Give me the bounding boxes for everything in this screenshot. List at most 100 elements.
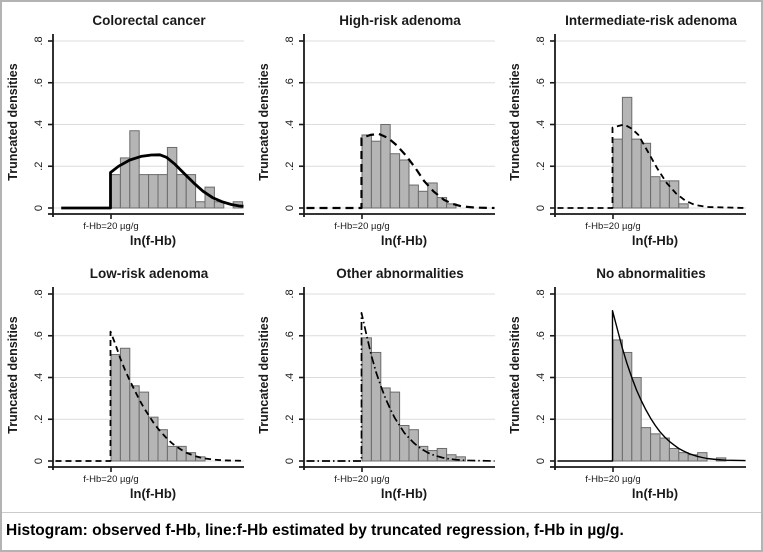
x-tick-label: f-Hb=20 µg/g — [334, 474, 389, 485]
histogram-bar — [399, 425, 410, 462]
histogram-bar — [370, 140, 382, 209]
y-tick-label: .6 — [33, 78, 45, 87]
y-tick-label: .8 — [535, 289, 547, 298]
panel-colorectal-cancer: Colorectal cancer 0 .2 .4 .6 .8 Truncated dens… — [6, 13, 244, 248]
panel-other-abnormalities: Other abnormalities 0 .2 .4 .6 .8 Truncated de… — [257, 266, 495, 501]
figure-caption: Histogram: observed f-Hb, line:f-Hb esti… — [2, 512, 761, 550]
y-tick-label: .2 — [33, 162, 45, 171]
histogram-bar — [640, 427, 652, 462]
histogram-bar — [668, 447, 680, 462]
panel-intermediate-risk-adenoma: Intermediate-risk adenoma 0 .2 .4 .6 .8 Trunca… — [508, 13, 746, 248]
y-tick-label: .6 — [535, 331, 547, 340]
y-tick-label: .2 — [284, 415, 296, 424]
y-tick-label: 0 — [284, 458, 296, 464]
density-line — [557, 123, 746, 209]
histogram-bar — [110, 174, 121, 209]
x-tick-label: f-Hb=20 µg/g — [585, 474, 640, 485]
x-tick-label: f-Hb=20 µg/g — [334, 221, 389, 232]
panel-title: Intermediate-risk adenoma — [565, 13, 737, 28]
y-tick-label: 0 — [33, 458, 45, 464]
histogram-bar — [621, 351, 633, 462]
histogram-bar — [631, 138, 642, 209]
histogram-bar — [110, 354, 121, 462]
histogram-bar — [408, 429, 419, 462]
histogram-bar — [678, 203, 689, 209]
histogram-bar — [148, 174, 159, 209]
histogram-bar — [621, 96, 633, 209]
histogram-bar — [370, 351, 382, 462]
y-tick-label: 0 — [33, 205, 45, 211]
histogram-bar — [389, 153, 401, 209]
histogram-bar — [389, 391, 401, 462]
y-tick-label: 0 — [284, 205, 296, 211]
histogram-bar — [436, 447, 448, 462]
panel-title: No abnormalities — [596, 266, 706, 281]
x-tick-label: f-Hb=20 µg/g — [83, 474, 138, 485]
histogram-bar — [166, 146, 178, 209]
panel-title: Low-risk adenoma — [90, 266, 209, 281]
histogram-bar — [650, 176, 661, 209]
y-tick-label: .8 — [284, 289, 296, 298]
histogram-bar — [185, 174, 197, 209]
histogram-bar — [427, 450, 438, 462]
histogram-bar — [176, 174, 187, 209]
x-axis-label: ln(f-Hb) — [632, 486, 678, 501]
y-tick-label: .2 — [535, 415, 547, 424]
y-tick-label: .4 — [535, 373, 547, 382]
x-axis-label: ln(f-Hb) — [381, 486, 427, 501]
y-tick-label: .8 — [284, 36, 296, 45]
x-axis-label: ln(f-Hb) — [130, 233, 176, 248]
density-line — [306, 311, 495, 462]
histogram-bar — [436, 197, 448, 209]
y-tick-label: .6 — [33, 331, 45, 340]
y-axis-label: Truncated densities — [257, 316, 271, 433]
x-tick-label: f-Hb=20 µg/g — [585, 221, 640, 232]
histogram-bar — [417, 190, 429, 209]
y-tick-label: .4 — [535, 120, 547, 129]
y-tick-label: .8 — [535, 36, 547, 45]
histogram-bar — [659, 437, 670, 462]
density-line — [306, 132, 495, 210]
y-tick-label: 0 — [535, 458, 547, 464]
y-tick-label: .6 — [284, 78, 296, 87]
histogram-bar — [612, 339, 623, 462]
panel-grid: Colorectal cancer 0 .2 .4 .6 .8 Truncated dens… — [3, 6, 760, 512]
histogram-bar — [157, 429, 168, 462]
histogram-bar — [195, 201, 206, 209]
histogram-bar — [399, 159, 410, 209]
histogram-bar — [119, 347, 131, 462]
histogram-bar — [631, 377, 642, 462]
panel-title: High-risk adenoma — [339, 13, 461, 28]
histogram-bar — [650, 433, 661, 462]
y-axis-label: Truncated densities — [257, 63, 271, 180]
panel-low-risk-adenoma: Low-risk adenoma 0 .2 .4 .6 .8 Truncated densi… — [6, 266, 244, 501]
histogram-bar — [361, 337, 372, 462]
histogram-bar — [640, 142, 652, 209]
y-tick-label: .2 — [535, 162, 547, 171]
y-axis-label: Truncated densities — [6, 63, 20, 180]
histogram-bar — [148, 416, 159, 462]
x-axis-label: ln(f-Hb) — [130, 486, 176, 501]
y-tick-label: .8 — [33, 36, 45, 45]
density-line — [61, 153, 244, 210]
y-axis-label: Truncated densities — [6, 316, 20, 433]
panel-no-abnormalities: No abnormalities 0 .2 .4 .6 .8 Truncated densi… — [508, 266, 746, 501]
y-tick-label: .4 — [284, 120, 296, 129]
histogram-bar — [408, 184, 419, 209]
histogram-bar — [157, 174, 168, 209]
y-tick-label: .2 — [33, 415, 45, 424]
y-tick-label: .6 — [535, 78, 547, 87]
histogram-bar — [668, 180, 680, 209]
density-line — [557, 310, 746, 462]
x-axis-label: ln(f-Hb) — [632, 233, 678, 248]
y-tick-label: .8 — [33, 289, 45, 298]
histogram-bar — [361, 134, 372, 209]
y-tick-label: .4 — [33, 373, 45, 382]
panel-high-risk-adenoma: High-risk adenoma 0 .2 .4 .6 .8 Truncated dens… — [257, 13, 495, 248]
y-tick-label: .4 — [284, 373, 296, 382]
x-axis-label: ln(f-Hb) — [381, 233, 427, 248]
histogram-bar — [129, 130, 140, 209]
histogram-bar — [138, 174, 150, 209]
y-tick-label: .2 — [284, 162, 296, 171]
